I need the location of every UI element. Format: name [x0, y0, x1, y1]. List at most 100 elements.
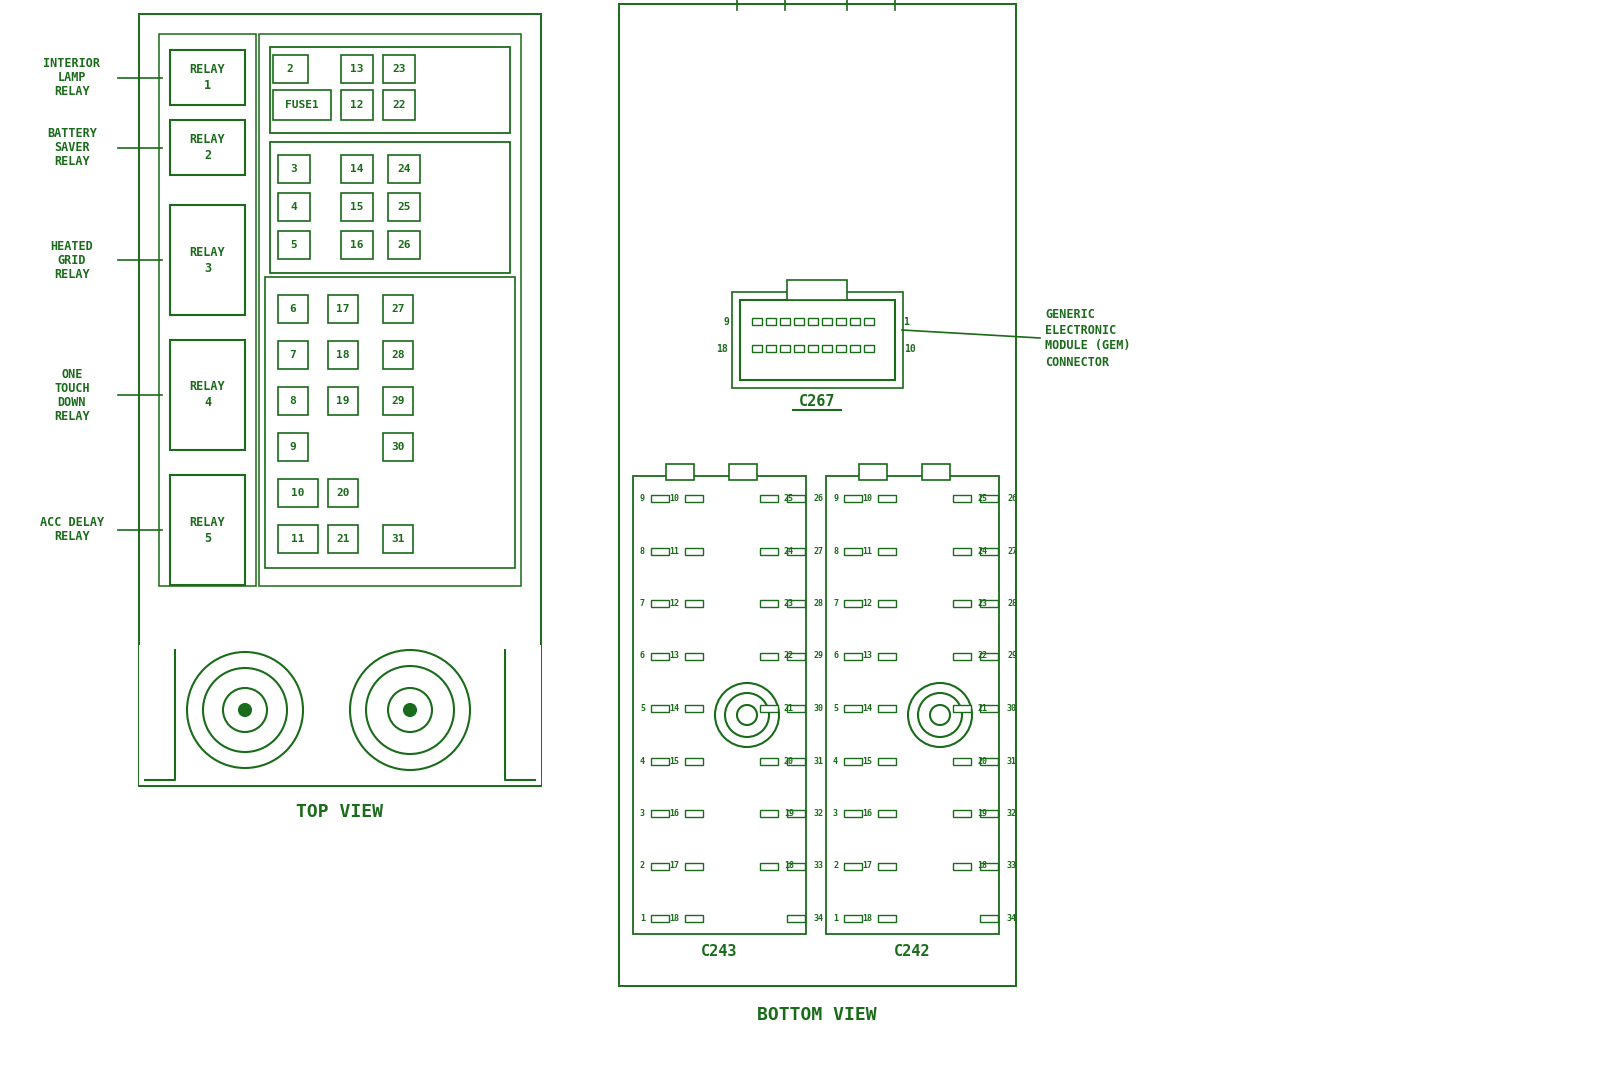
Text: HEATED: HEATED — [51, 240, 93, 253]
Bar — [142, 17, 537, 783]
Bar — [651, 862, 668, 870]
Circle shape — [203, 668, 286, 752]
Text: 32: 32 — [1007, 809, 1017, 817]
Bar — [795, 345, 804, 352]
Text: RELAY: RELAY — [190, 63, 225, 76]
Text: 9: 9 — [833, 494, 838, 503]
Bar — [146, 620, 174, 780]
Text: TOUCH: TOUCH — [54, 382, 90, 395]
Text: 1: 1 — [205, 79, 211, 92]
Bar — [270, 142, 510, 273]
Bar — [328, 479, 358, 507]
Circle shape — [187, 652, 302, 768]
Bar — [273, 55, 309, 83]
Text: 14: 14 — [668, 704, 680, 713]
Text: 18: 18 — [336, 350, 350, 360]
Text: 16: 16 — [350, 240, 363, 250]
Bar — [953, 495, 971, 502]
Text: 22: 22 — [392, 100, 406, 110]
Bar — [269, 281, 512, 564]
Text: 18: 18 — [668, 914, 680, 923]
Bar — [980, 705, 998, 712]
Text: 5: 5 — [205, 532, 211, 545]
Text: 1: 1 — [640, 914, 644, 923]
Bar — [752, 345, 763, 352]
Bar — [278, 193, 310, 221]
Bar — [878, 653, 895, 659]
Text: 19: 19 — [336, 396, 350, 406]
Bar — [752, 318, 763, 325]
Bar — [384, 90, 416, 120]
Text: 26: 26 — [814, 494, 823, 503]
Text: 2: 2 — [640, 861, 644, 871]
Bar — [328, 341, 358, 369]
Bar — [278, 295, 309, 323]
Bar — [278, 231, 310, 259]
Text: 25: 25 — [397, 202, 411, 212]
Text: 4: 4 — [205, 397, 211, 410]
Bar — [341, 231, 373, 259]
Bar — [807, 345, 819, 352]
Bar — [341, 55, 373, 83]
Bar — [787, 705, 804, 712]
Bar — [684, 653, 704, 659]
Bar — [684, 915, 704, 922]
Bar — [139, 645, 181, 785]
Bar — [667, 464, 694, 480]
Text: 7: 7 — [289, 350, 296, 360]
Text: LAMP: LAMP — [58, 71, 86, 85]
Text: 5: 5 — [291, 240, 297, 250]
Text: SAVER: SAVER — [54, 141, 90, 154]
Circle shape — [366, 666, 454, 754]
Text: 18: 18 — [784, 861, 795, 871]
Bar — [836, 345, 846, 352]
Bar — [278, 341, 309, 369]
Text: 24: 24 — [977, 547, 987, 555]
Circle shape — [350, 649, 470, 770]
Bar — [760, 548, 779, 554]
Bar — [844, 705, 862, 712]
Bar — [384, 525, 413, 553]
Bar — [146, 20, 536, 780]
Bar — [878, 915, 895, 922]
Text: 23: 23 — [977, 599, 987, 608]
Text: 12: 12 — [350, 100, 363, 110]
Text: INTERIOR: INTERIOR — [43, 57, 101, 70]
Text: 32: 32 — [814, 809, 823, 817]
Bar — [619, 4, 1015, 985]
Text: 9: 9 — [723, 317, 729, 327]
Text: 8: 8 — [640, 547, 644, 555]
Bar — [878, 758, 895, 764]
Bar — [169, 50, 245, 105]
Text: 21: 21 — [784, 704, 795, 713]
Bar — [384, 433, 413, 461]
Bar — [684, 810, 704, 817]
Bar — [859, 464, 887, 480]
Text: RELAY: RELAY — [54, 531, 90, 544]
Bar — [278, 525, 318, 553]
Bar — [384, 295, 413, 323]
Bar — [980, 495, 998, 502]
Bar — [844, 495, 862, 502]
Text: 27: 27 — [814, 547, 823, 555]
Text: 10: 10 — [862, 494, 871, 503]
Text: 28: 28 — [814, 599, 823, 608]
Bar — [278, 479, 318, 507]
Bar — [980, 653, 998, 659]
Text: 27: 27 — [1007, 547, 1017, 555]
Bar — [851, 345, 860, 352]
Bar — [851, 318, 860, 325]
Bar — [684, 495, 704, 502]
Bar — [684, 705, 704, 712]
Bar — [787, 810, 804, 817]
Text: 6: 6 — [289, 304, 296, 314]
Bar — [169, 205, 245, 315]
Text: 13: 13 — [668, 652, 680, 660]
Text: RELAY: RELAY — [190, 245, 225, 259]
Text: 20: 20 — [784, 756, 795, 765]
Bar — [787, 653, 804, 659]
Bar — [980, 600, 998, 607]
Text: 31: 31 — [1007, 756, 1017, 765]
Bar — [844, 653, 862, 659]
Bar — [760, 653, 779, 659]
